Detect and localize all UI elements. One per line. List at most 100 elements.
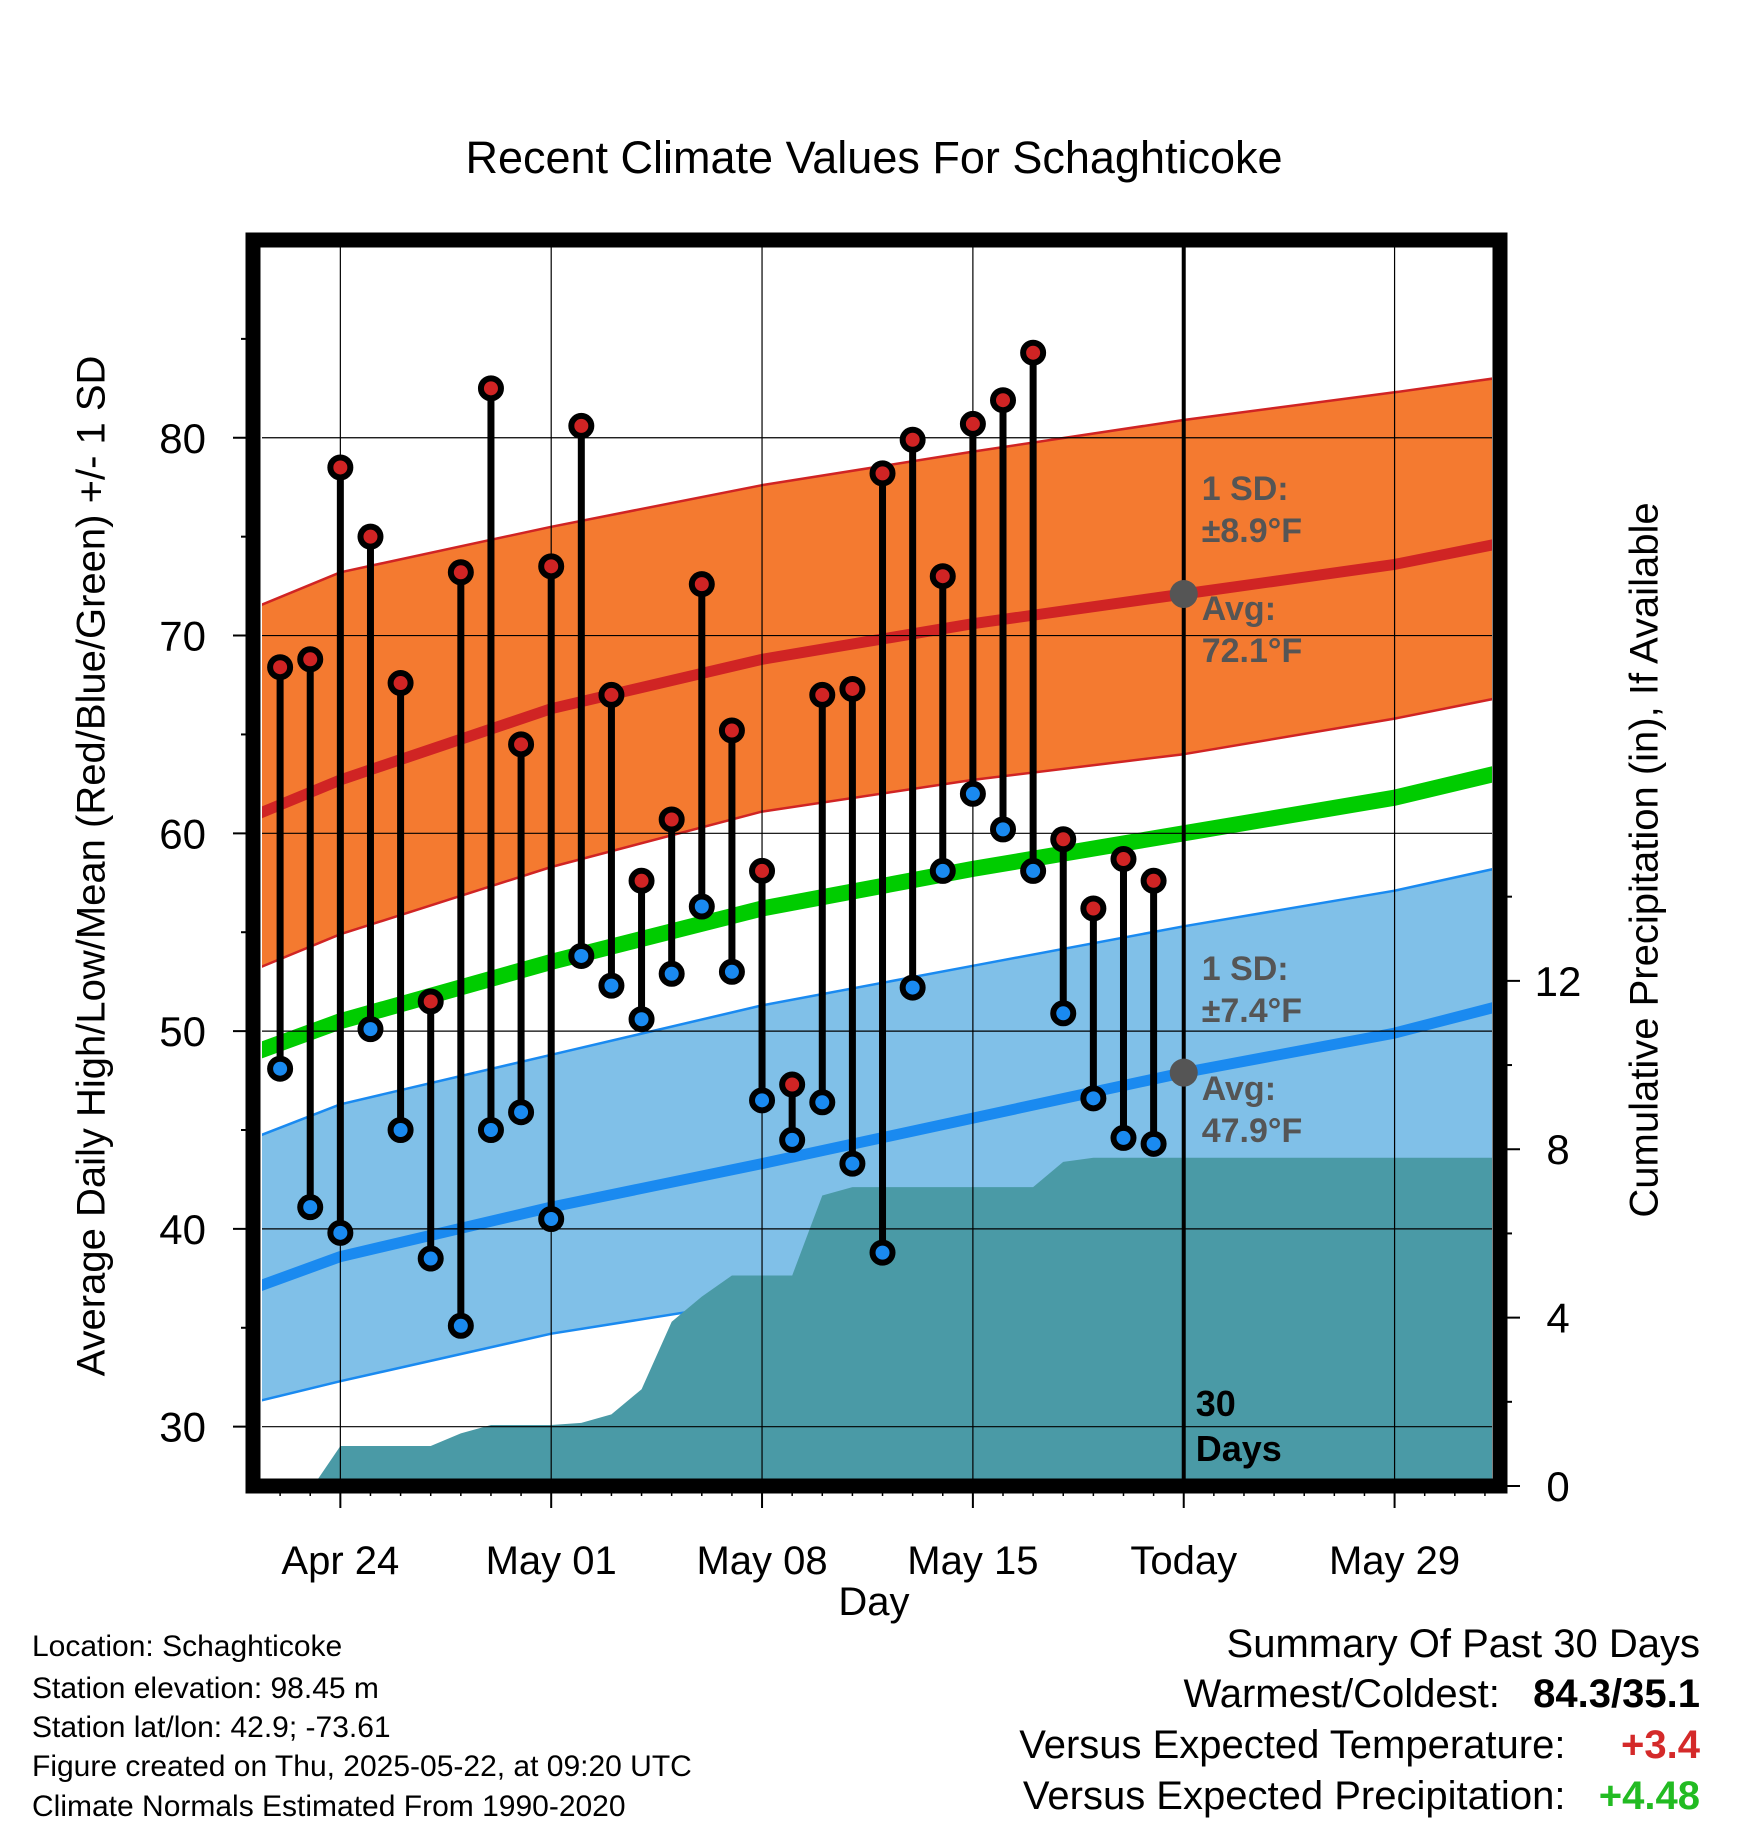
daily-high-point: [688, 571, 715, 598]
daily-low-point: [477, 1117, 504, 1143]
daily-low-point: [809, 1089, 836, 1116]
daily-low-point: [1140, 1130, 1167, 1157]
daily-low-point: [1020, 857, 1047, 884]
daily-low-point: [598, 972, 625, 999]
daily-low-point: [959, 780, 986, 807]
info-latlon: Station lat/lon: 42.9; -73.61: [32, 1711, 391, 1744]
x-tick-label: May 08: [696, 1539, 827, 1583]
daily-low-point: [327, 1219, 354, 1246]
y-tick-label: 50: [159, 1008, 206, 1055]
daily-high-point: [1050, 826, 1077, 853]
x-tick-label: Apr 24: [281, 1539, 399, 1583]
daily-high-point: [1080, 895, 1107, 922]
daily-low-point: [508, 1099, 535, 1126]
low-sd-label-line-1: ±7.4°F: [1202, 992, 1302, 1030]
daily-high-point: [1020, 339, 1047, 366]
daily-low-point: [417, 1245, 444, 1272]
high-sd-label-line-0: 1 SD:: [1202, 470, 1289, 508]
daily-high-point: [959, 410, 986, 437]
daily-high-point: [658, 806, 685, 833]
y-axis-title: Average Daily High/Low/Mean (Red/Blue/Gr…: [69, 355, 114, 1377]
info-elevation: Station elevation: 98.45 m: [32, 1672, 379, 1705]
high-avg-line: [262, 539, 1492, 819]
today-high-normal-marker: [1169, 580, 1198, 609]
daily-high-point: [327, 454, 354, 481]
daily-low-point: [869, 1239, 896, 1266]
daily-high-point: [568, 412, 595, 439]
daily-high-point: [267, 654, 294, 681]
summary-precip: Versus Expected Precipitation: +4.48: [1023, 1774, 1700, 1819]
y-tick-label: 30: [159, 1404, 206, 1451]
daily-high-point: [839, 675, 866, 702]
daily-high-point: [387, 670, 414, 697]
daily-low-point: [658, 960, 685, 987]
today-days-label-0: 30: [1196, 1383, 1236, 1424]
daily-low-point: [749, 1087, 776, 1114]
daily-high-point: [749, 857, 776, 884]
chart-title: Recent Climate Values For Schaghticoke: [465, 132, 1283, 183]
high-avg-label-line-0: Avg:: [1202, 590, 1276, 628]
warm-cold-label: Warmest/Coldest:: [1183, 1672, 1500, 1716]
info-location: Location: Schaghticoke: [32, 1630, 343, 1663]
y2-tick-label: 4: [1546, 1295, 1569, 1342]
daily-low-point: [267, 1055, 294, 1082]
daily-high-point: [628, 867, 655, 894]
warm-cold-value: 84.3/35.1: [1533, 1672, 1700, 1716]
daily-high-point: [357, 523, 384, 550]
daily-high-point: [1110, 846, 1137, 873]
today-low-normal-marker: [1169, 1058, 1198, 1087]
daily-high-point: [1140, 867, 1167, 894]
daily-high-point: [809, 681, 836, 708]
daily-high-point: [297, 646, 324, 673]
plot-frame: [245, 232, 1508, 1494]
daily-low-point: [990, 816, 1017, 843]
daily-low-point: [538, 1206, 565, 1232]
temp-departure-value: +3.4: [1621, 1723, 1700, 1767]
low-avg-label-line-1: 47.9°F: [1202, 1112, 1303, 1150]
daily-high-point: [508, 731, 535, 758]
daily-low-point: [628, 1006, 655, 1033]
daily-low-point: [1080, 1085, 1107, 1112]
y-tick-label: 70: [159, 613, 206, 660]
y2-tick-label: 8: [1546, 1126, 1569, 1173]
temp-departure-label: Versus Expected Temperature:: [1019, 1723, 1566, 1767]
info-created: Figure created on Thu, 2025-05-22, at 09…: [32, 1750, 692, 1783]
daily-high-point: [779, 1071, 806, 1098]
daily-low-point: [1110, 1124, 1137, 1151]
today-days-label-1: Days: [1196, 1428, 1282, 1469]
daily-low-point: [447, 1312, 474, 1339]
low-band-upper-edge: [262, 868, 1492, 1137]
daily-high-point: [929, 563, 956, 590]
daily-low-point: [1050, 1000, 1077, 1027]
cumulative-precip-area: [317, 1157, 1492, 1479]
precip-departure-label: Versus Expected Precipitation:: [1022, 1774, 1566, 1818]
summary-heading: Summary Of Past 30 Days: [1226, 1622, 1700, 1666]
y2-tick-label: 12: [1535, 958, 1582, 1005]
daily-low-point: [718, 958, 745, 985]
daily-high-point: [447, 559, 474, 586]
daily-low-point: [297, 1194, 324, 1221]
high-sd-label-line-1: ±8.9°F: [1202, 512, 1302, 550]
daily-low-point: [568, 942, 595, 969]
y2-tick-label: 0: [1546, 1463, 1569, 1510]
y-tick-label: 40: [159, 1206, 206, 1253]
daily-high-point: [538, 553, 565, 580]
low-avg-line: [262, 1002, 1492, 1291]
y-tick-label: 60: [159, 810, 206, 857]
daily-low-point: [387, 1117, 414, 1143]
low-sd-label-line-0: 1 SD:: [1202, 950, 1289, 988]
daily-low-point: [839, 1150, 866, 1177]
daily-high-point: [990, 387, 1017, 414]
daily-high-point: [417, 988, 444, 1015]
high-band-upper-edge: [262, 377, 1492, 607]
daily-low-point: [899, 974, 926, 1001]
info-normals: Climate Normals Estimated From 1990-2020: [32, 1790, 626, 1823]
daily-high-point: [869, 460, 896, 487]
daily-high-point: [718, 717, 745, 744]
daily-high-point: [899, 426, 926, 453]
daily-high-point: [477, 375, 504, 402]
high-band-lower-edge: [262, 697, 1492, 968]
y2-axis-title: Cumulative Precipitation (in), If Availa…: [1622, 502, 1667, 1218]
daily-low-point: [357, 1016, 384, 1043]
